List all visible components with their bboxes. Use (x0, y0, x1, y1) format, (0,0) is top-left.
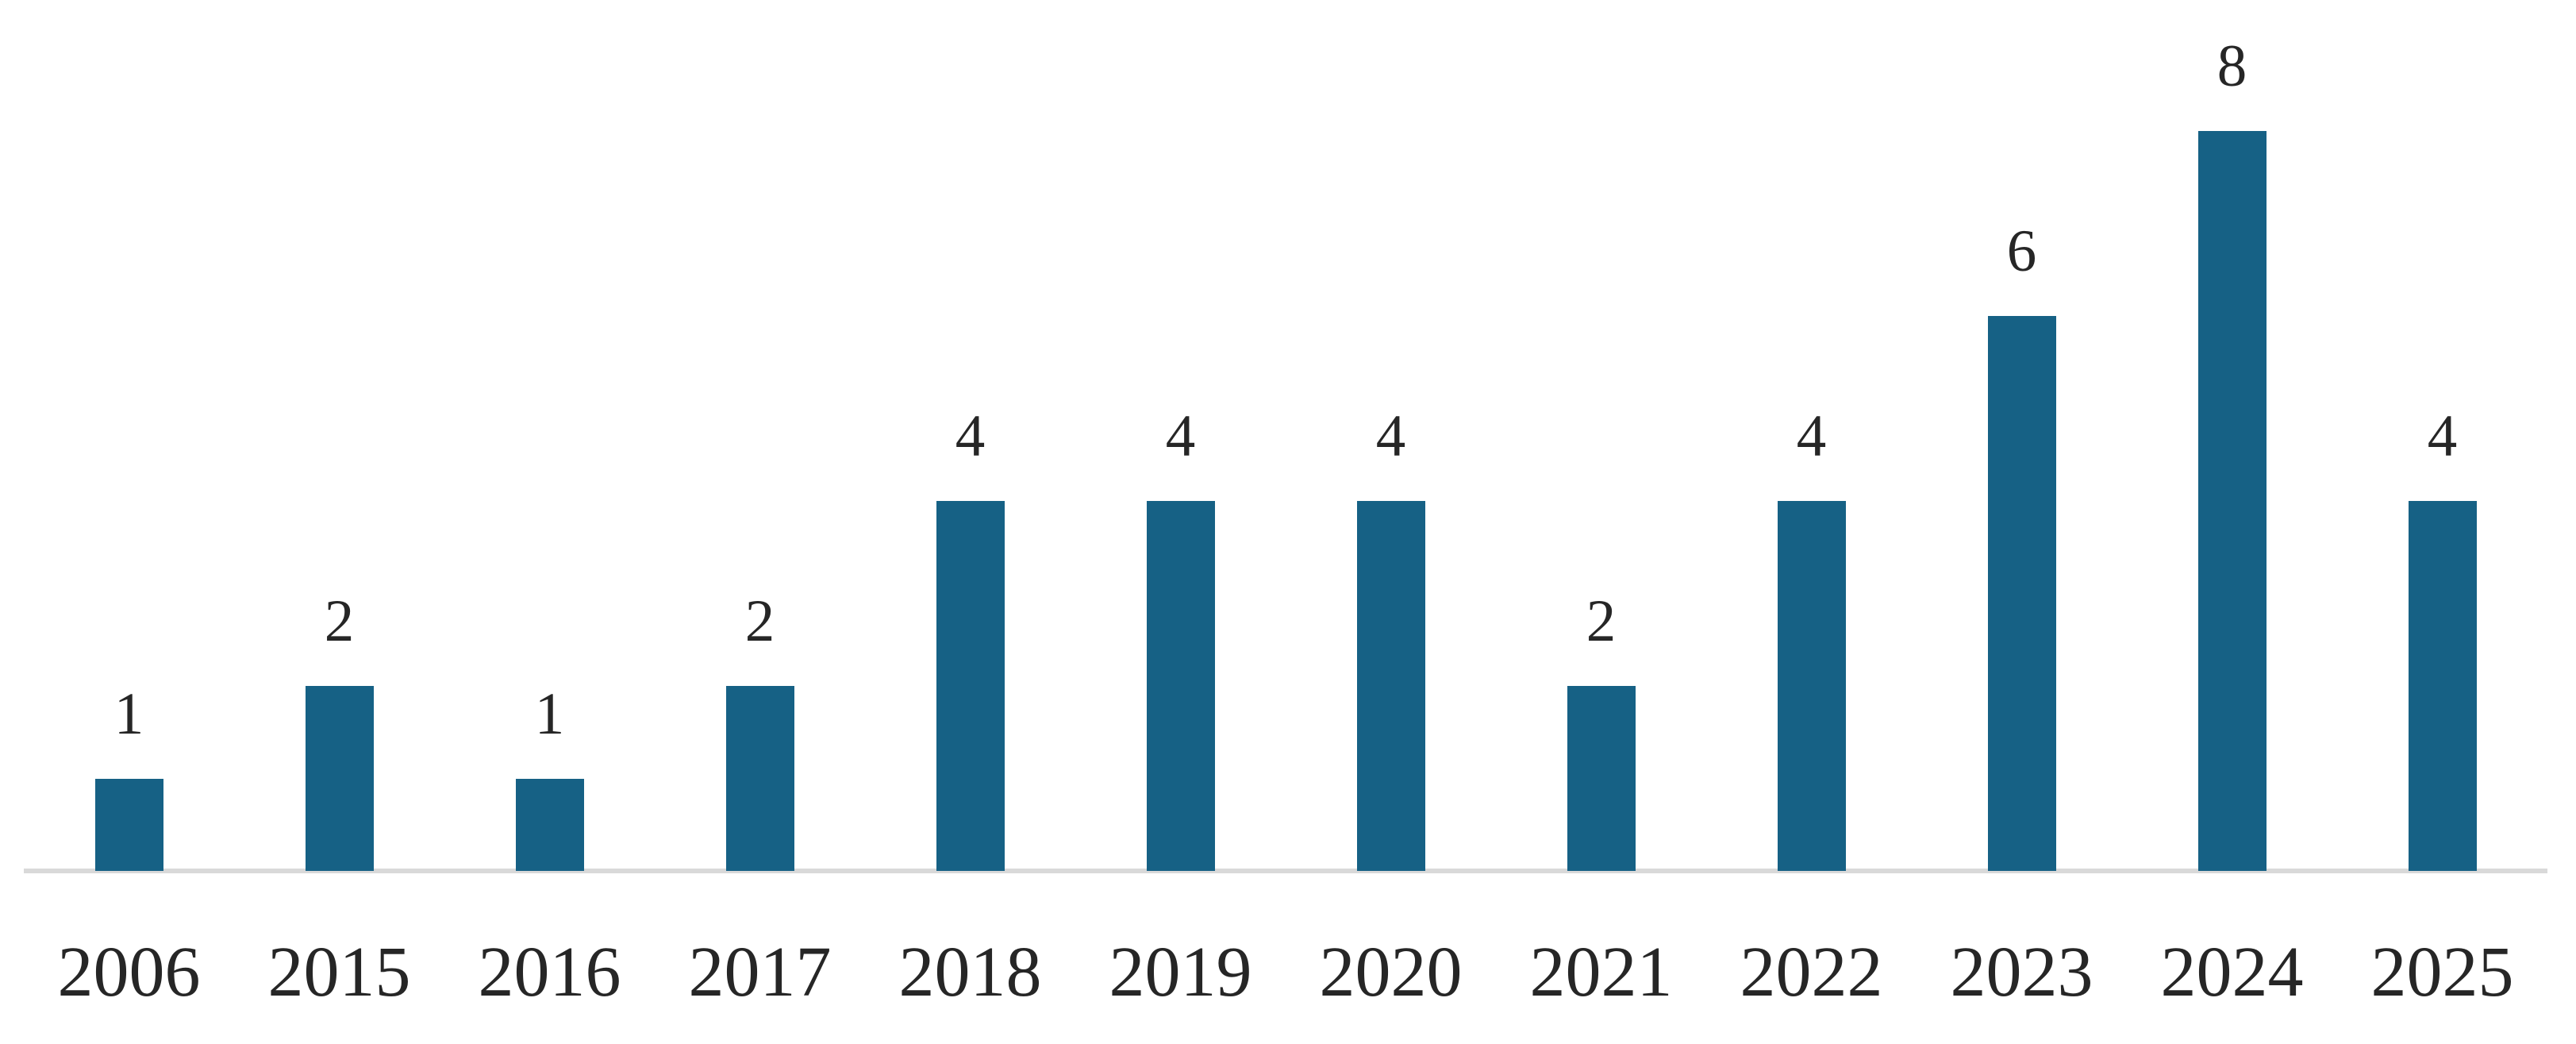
x-axis-tick-label: 2015 (267, 933, 411, 1011)
plot-area: 1 2006 2 2015 1 2016 2 2017 4 2018 4 201… (24, 0, 2547, 1044)
bar-value-label: 2 (1586, 588, 1617, 654)
bar (1777, 501, 1846, 871)
bar-group: 4 2019 (1075, 0, 1286, 1044)
bar-group: 4 2025 (2337, 0, 2547, 1044)
bar (515, 778, 584, 871)
bar-group: 2 2021 (1496, 0, 1706, 1044)
bar-group: 2 2015 (234, 0, 444, 1044)
bar-group: 8 2024 (2127, 0, 2337, 1044)
x-axis-line (24, 869, 2547, 873)
bar-value-label: 4 (955, 403, 986, 469)
bar (2197, 131, 2266, 871)
x-axis-tick-label: 2018 (898, 933, 1042, 1011)
bar (1146, 501, 1215, 871)
bar-group: 2 2017 (655, 0, 865, 1044)
x-axis-tick-label: 2025 (2370, 933, 2514, 1011)
bar (1987, 316, 2056, 871)
bar-group: 1 2016 (444, 0, 655, 1044)
bar-value-label: 4 (1796, 403, 1827, 469)
bar (1567, 686, 1636, 871)
bar (1356, 501, 1425, 871)
x-axis-tick-label: 2017 (688, 933, 832, 1011)
x-axis-tick-label: 2023 (1950, 933, 2093, 1011)
bar-value-label: 4 (1375, 403, 1406, 469)
bar-group: 4 2018 (865, 0, 1075, 1044)
bar-group: 4 2022 (1706, 0, 1917, 1044)
x-axis-tick-label: 2019 (1109, 933, 1252, 1011)
x-axis-tick-label: 2006 (57, 933, 201, 1011)
x-axis-tick-label: 2016 (478, 933, 621, 1011)
bar-value-label: 8 (2217, 33, 2247, 99)
bar-group: 6 2023 (1917, 0, 2127, 1044)
bar (94, 778, 163, 871)
bar-value-label: 1 (113, 680, 144, 747)
bar-value-label: 4 (2427, 403, 2458, 469)
bar (936, 501, 1005, 871)
bar-value-label: 1 (534, 680, 565, 747)
x-axis-tick-label: 2022 (1740, 933, 1883, 1011)
x-axis-tick-label: 2021 (1529, 933, 1673, 1011)
x-axis-tick-label: 2024 (2160, 933, 2304, 1011)
bar-value-label: 2 (324, 588, 355, 654)
x-axis-tick-label: 2020 (1319, 933, 1463, 1011)
bar-value-label: 6 (2006, 218, 2037, 284)
bar (2408, 501, 2477, 871)
bar (725, 686, 794, 871)
bar-value-label: 2 (744, 588, 775, 654)
bar-value-label: 4 (1165, 403, 1196, 469)
bar-group: 4 2020 (1286, 0, 1496, 1044)
bar (305, 686, 374, 871)
bar-group: 1 2006 (24, 0, 234, 1044)
